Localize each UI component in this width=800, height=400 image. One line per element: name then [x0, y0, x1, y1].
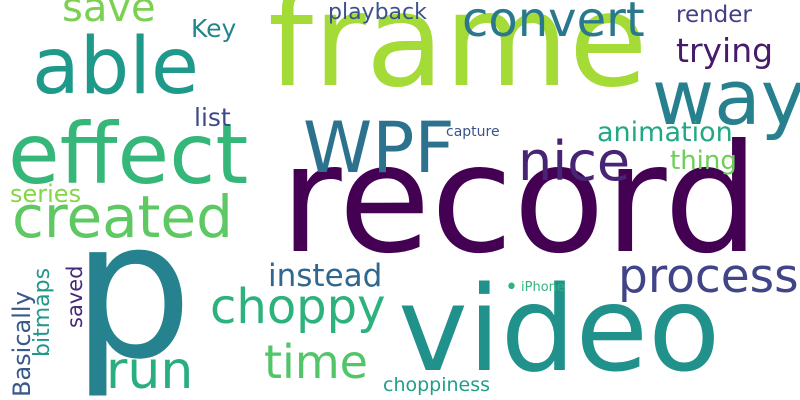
word-video: video	[398, 260, 721, 398]
word-way: way	[652, 53, 800, 142]
word-run: run	[106, 341, 194, 400]
word-animation: animation	[597, 117, 733, 148]
word-render: render	[676, 2, 752, 28]
word-time: time	[264, 335, 368, 389]
word-instead: instead	[268, 258, 383, 294]
word-effect: effect	[8, 105, 249, 203]
word-choppy: choppy	[210, 279, 386, 335]
word-wpf: WPF	[303, 107, 455, 189]
word-nice: nice	[518, 130, 631, 193]
word-trying: trying	[676, 31, 774, 70]
word-iphone: iPhone	[521, 280, 565, 295]
word-thing: thing	[670, 146, 737, 176]
word-series: series	[10, 180, 82, 208]
word-dot: •	[505, 275, 518, 300]
word-saved: saved	[63, 265, 87, 329]
word-list: list	[194, 103, 231, 132]
word-p: p	[72, 180, 193, 400]
word-playback: playback	[328, 0, 427, 25]
word-created: created	[12, 183, 233, 251]
word-bitmaps: bitmaps	[30, 267, 55, 357]
word-frame: frame	[268, 0, 648, 116]
word-save: save	[62, 0, 156, 31]
word-convert: convert	[462, 0, 645, 48]
word-capture: capture	[446, 124, 500, 140]
word-choppiness: choppiness	[383, 374, 491, 396]
word-record: record	[280, 113, 760, 287]
word-key: Key	[191, 14, 237, 43]
word-able: able	[32, 22, 199, 112]
word-process: process	[618, 249, 799, 304]
